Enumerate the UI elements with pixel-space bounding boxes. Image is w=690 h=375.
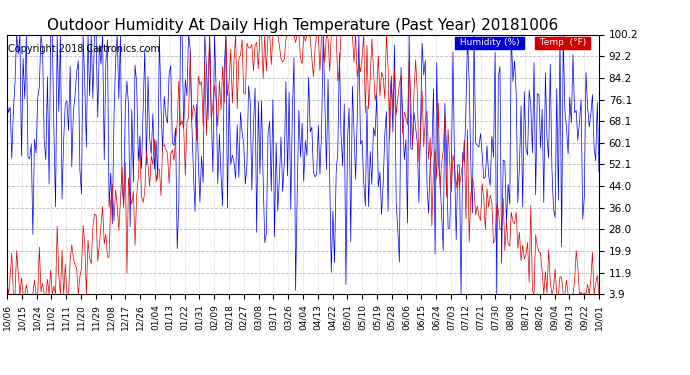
Text: Temp  (°F): Temp (°F) [537, 38, 589, 47]
Title: Outdoor Humidity At Daily High Temperature (Past Year) 20181006: Outdoor Humidity At Daily High Temperatu… [48, 18, 558, 33]
Text: Copyright 2018 Cartronics.com: Copyright 2018 Cartronics.com [8, 44, 160, 54]
Text: Humidity (%): Humidity (%) [457, 38, 522, 47]
